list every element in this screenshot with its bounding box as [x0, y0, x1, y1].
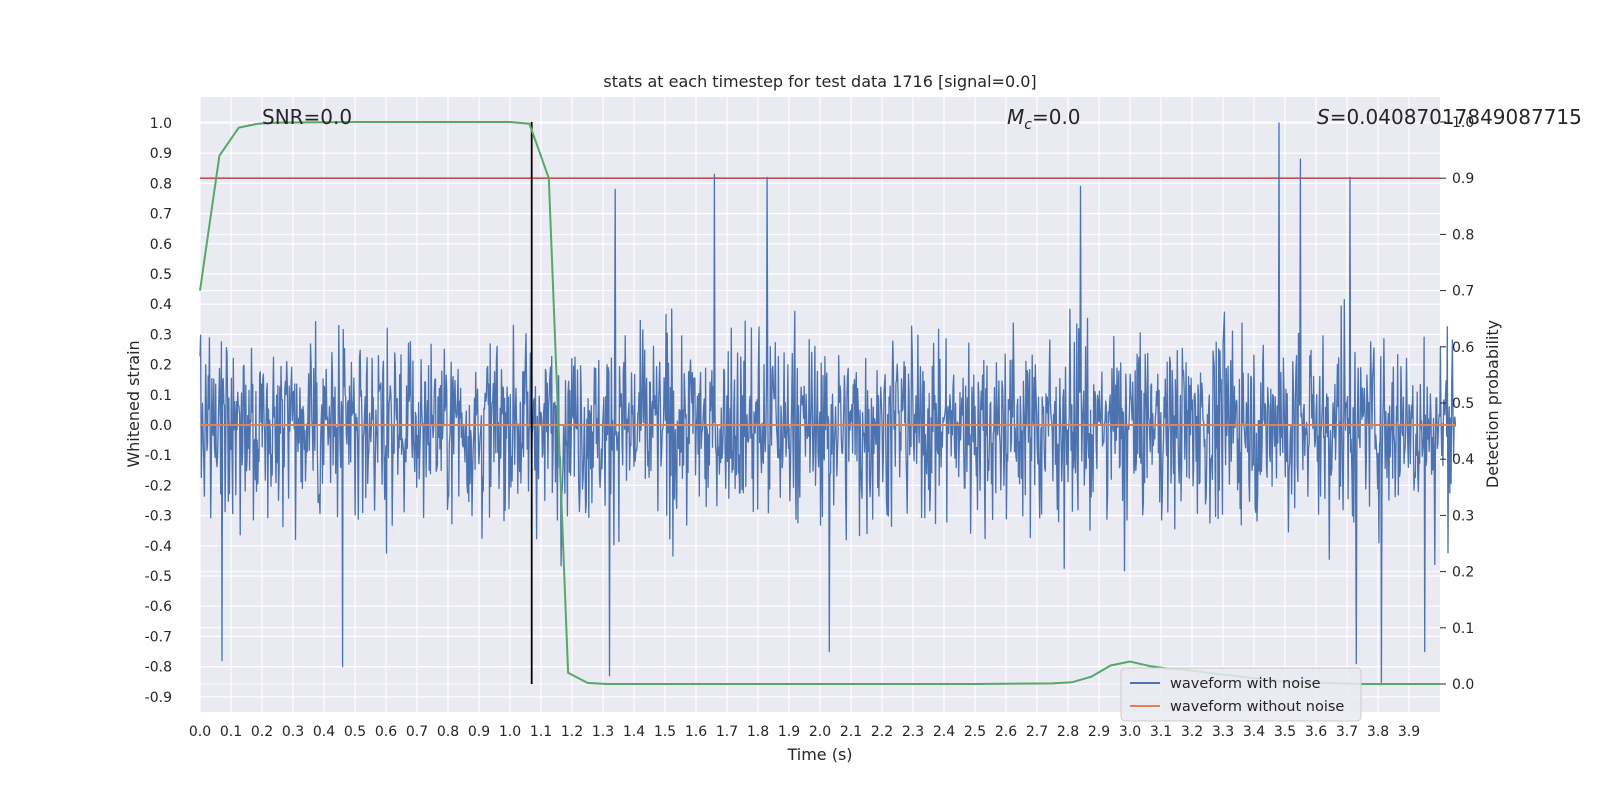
y-tick-label: 0.6: [150, 237, 172, 253]
x-tick-label: 0.6: [375, 724, 397, 740]
legend-box: [1120, 667, 1362, 722]
x-tick-label: 1.0: [499, 724, 521, 740]
y-tick-label: -0.5: [145, 569, 172, 585]
y2-tick-label: 0.9: [1452, 171, 1474, 187]
y2-tick-label: 0.5: [1452, 396, 1474, 412]
legend: waveform with noise waveform without noi…: [1120, 667, 1362, 722]
y-tick-label: 0.1: [150, 388, 172, 404]
x-tick-label: 3.3: [1212, 724, 1234, 740]
x-axis-ticks: 0.0 0.1 0.2 0.3 0.4 0.5 0.6 0.7 0.8 0.9 1.0 1.1 1.2 1…: [189, 724, 1420, 740]
x-tick-label: 0.5: [344, 724, 366, 740]
x-tick-label: 1.3: [592, 724, 614, 740]
x-tick-label: 3.7: [1336, 724, 1358, 740]
y-axis-ticks: 1.0 0.9 0.8 0.7 0.6 0.5 0.4 0.3 0.2 0.1 0.0 -0.1 -0.…: [145, 116, 172, 706]
snr-annotation: SNR=0.0: [262, 105, 352, 129]
legend-label-without-noise: waveform without noise: [1170, 699, 1344, 715]
y2-tick-label: 0.2: [1452, 565, 1474, 581]
s-value: =0.04087017849087715: [1330, 105, 1582, 129]
chirp-mass-subscript: c: [1024, 117, 1032, 133]
chirp-mass-annotation: Mc=0.0: [1007, 105, 1081, 133]
x-tick-label: 1.1: [530, 724, 552, 740]
x-tick-label: 1.7: [716, 724, 738, 740]
x-tick-label: 1.2: [561, 724, 583, 740]
x-tick-label: 2.2: [871, 724, 893, 740]
y-tick-label: 0.3: [150, 327, 172, 343]
y2-tick-label: 0.4: [1452, 452, 1474, 468]
x-tick-label: 0.8: [437, 724, 459, 740]
x-tick-label: 3.8: [1367, 724, 1389, 740]
x-tick-label: 0.7: [406, 724, 428, 740]
y-tick-label: -0.1: [145, 448, 172, 464]
y2-tick-label: 0.7: [1452, 284, 1474, 300]
y-tick-label: 0.5: [150, 267, 172, 283]
y2-tick-label: 0.0: [1452, 677, 1474, 693]
y-tick-label: -0.3: [145, 509, 172, 525]
x-tick-label: 1.9: [778, 724, 800, 740]
y2-tick-label: 1.0: [1452, 115, 1474, 131]
y2-tick-label: 0.1: [1452, 621, 1474, 637]
x-tick-label: 2.9: [1088, 724, 1110, 740]
y-tick-label: 0.9: [150, 146, 172, 162]
y-tick-label: 0.4: [150, 297, 172, 313]
x-tick-label: 2.6: [995, 724, 1017, 740]
x-tick-label: 0.3: [282, 724, 304, 740]
y-tick-label: -0.7: [145, 629, 172, 645]
x-tick-label: 1.4: [623, 724, 645, 740]
x-tick-label: 2.3: [902, 724, 924, 740]
x-tick-label: 0.0: [189, 724, 211, 740]
y-tick-label: -0.8: [145, 660, 172, 676]
x-tick-label: 1.8: [747, 724, 769, 740]
x-tick-label: 3.0: [1119, 724, 1141, 740]
x-tick-label: 3.6: [1305, 724, 1327, 740]
x-tick-label: 1.6: [685, 724, 707, 740]
x-tick-label: 2.7: [1026, 724, 1048, 740]
x-tick-label: 2.4: [933, 724, 955, 740]
y-tick-label: 0.7: [150, 207, 172, 223]
grid: [199, 97, 1440, 712]
noise-layer: [199, 122, 1457, 686]
x-tick-label: 0.2: [251, 724, 273, 740]
s-annotation: S=0.04087017849087715: [1317, 105, 1582, 129]
x-tick-label: 0.4: [313, 724, 335, 740]
y2-tick-label: 0.3: [1452, 508, 1474, 524]
x-tick-label: 2.1: [840, 724, 862, 740]
s-symbol: S: [1317, 105, 1330, 129]
y-tick-label: -0.9: [145, 690, 172, 706]
x-tick-label: 0.9: [468, 724, 490, 740]
y-tick-label: 1.0: [150, 116, 172, 132]
chirp-mass-symbol: M: [1007, 105, 1024, 129]
x-tick-label: 2.5: [964, 724, 986, 740]
x-tick-label: 3.9: [1398, 724, 1420, 740]
legend-label-with-noise: waveform with noise: [1170, 676, 1321, 692]
y-tick-label: -0.2: [145, 478, 172, 494]
x-tick-label: 3.4: [1243, 724, 1265, 740]
x-tick-label: 2.8: [1057, 724, 1079, 740]
y-tick-label: 0.2: [150, 358, 172, 374]
x-tick-label: 3.5: [1274, 724, 1296, 740]
x-tick-label: 1.5: [654, 724, 676, 740]
y-tick-label: -0.6: [145, 599, 172, 615]
x-tick-label: 3.1: [1150, 724, 1172, 740]
series-waveform-with-noise: [199, 122, 1457, 686]
y2-axis-label: Detection probability: [1483, 320, 1502, 488]
y2-axis-ticks: 1.0 0.9 0.8 0.7 0.6 0.5 0.4 0.3 0.2 0.1 0.0: [1440, 115, 1474, 693]
x-tick-label: 0.1: [220, 724, 242, 740]
x-tick-label: 3.2: [1181, 724, 1203, 740]
y-tick-label: 0.8: [150, 176, 172, 192]
chart-title: stats at each timestep for test data 171…: [603, 72, 1036, 91]
y-tick-label: 0.0: [150, 418, 172, 434]
x-tick-label: 2.0: [809, 724, 831, 740]
chirp-mass-value: =0.0: [1032, 105, 1081, 129]
x-axis-label: Time (s): [786, 745, 852, 764]
y-axis-label: Whitened strain: [124, 340, 143, 467]
y2-tick-label: 0.6: [1452, 340, 1474, 356]
y-tick-label: -0.4: [145, 539, 172, 555]
y2-tick-label: 0.8: [1452, 227, 1474, 243]
